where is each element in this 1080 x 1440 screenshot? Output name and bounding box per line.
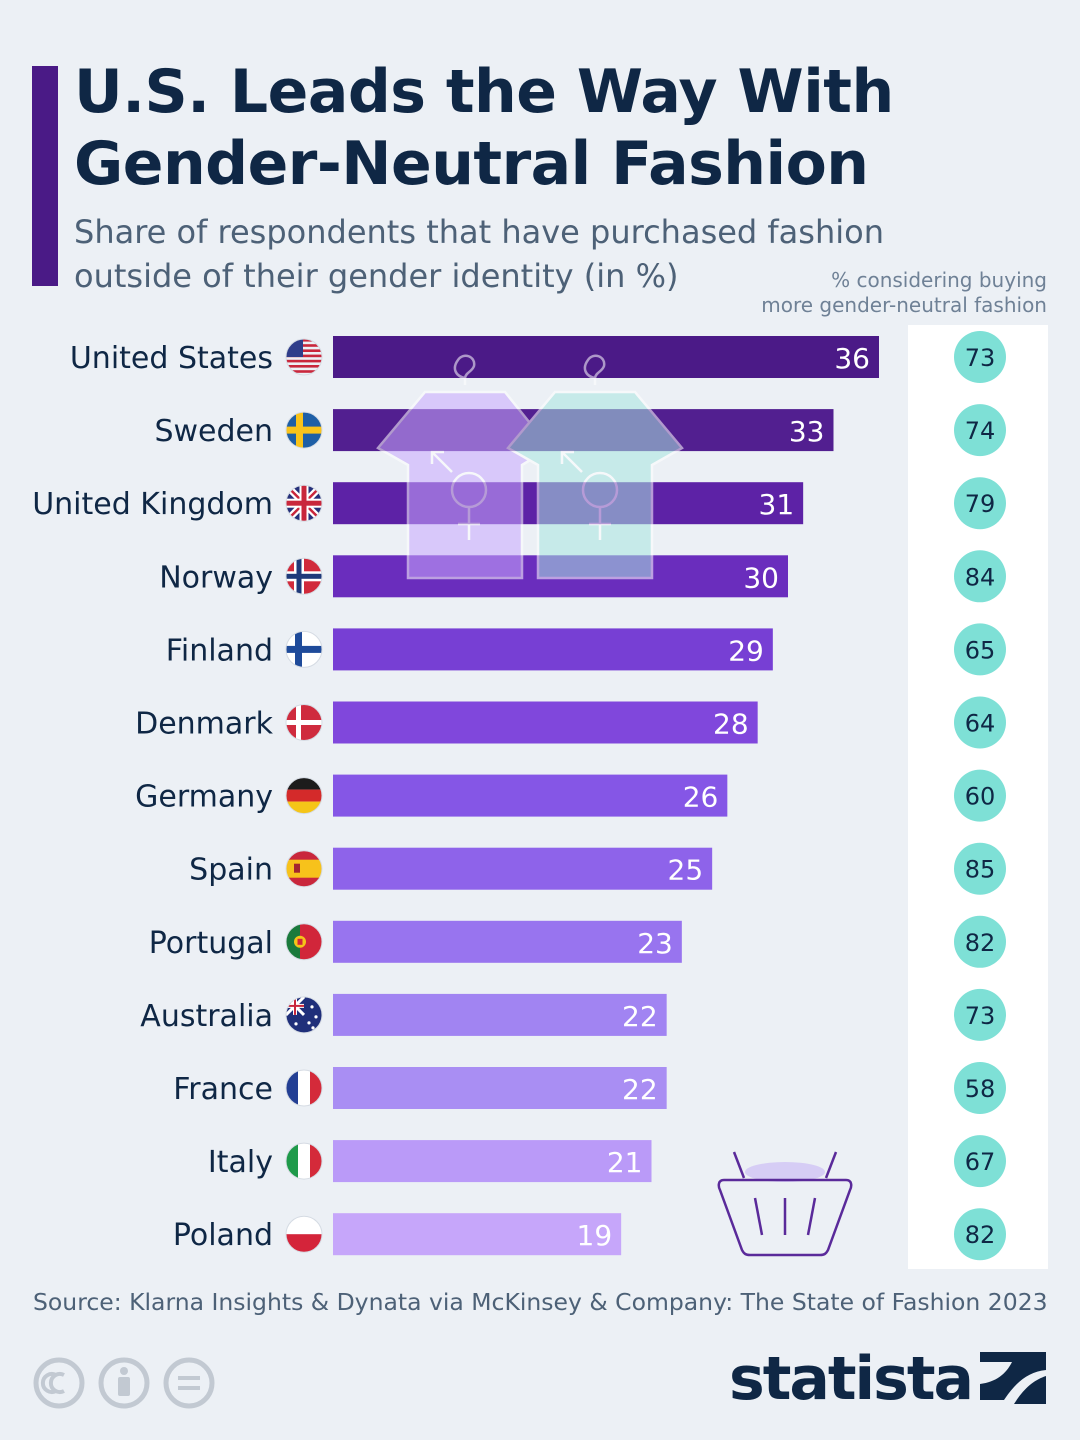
- shopping-basket-icon: [717, 1151, 853, 1257]
- statista-logo-icon[interactable]: [978, 1348, 1048, 1408]
- side-value-label: 85: [965, 856, 996, 884]
- bar-value-label: 30: [743, 561, 779, 594]
- category-label: France: [173, 1072, 273, 1107]
- side-value-bubble: [954, 477, 1006, 530]
- t-shirts-illustration: [376, 354, 684, 580]
- bar-value-label: 31: [759, 488, 795, 521]
- side-value-label: 74: [965, 417, 996, 445]
- flag-de-icon: [285, 777, 323, 815]
- flag-it-icon: [285, 1142, 323, 1180]
- chart-title-line-1: U.S. Leads the Way With: [74, 57, 894, 127]
- flag-us-icon: [285, 338, 323, 376]
- bar: [333, 993, 667, 1036]
- creative-commons-icon[interactable]: [33, 1357, 85, 1409]
- category-label: Denmark: [135, 707, 274, 742]
- side-value-label: 58: [965, 1075, 996, 1103]
- bar-value-label: 22: [622, 1073, 658, 1106]
- bar: [333, 701, 758, 744]
- statista-logo-text[interactable]: statista: [728, 1344, 974, 1414]
- side-value-bubble: [954, 331, 1006, 383]
- side-value-label: 65: [965, 636, 996, 664]
- bar: [333, 628, 773, 671]
- no-derivatives-icon[interactable]: [163, 1357, 215, 1409]
- category-label: Poland: [173, 1218, 273, 1253]
- category-label: Sweden: [154, 414, 273, 449]
- flag-dk-icon: [285, 704, 323, 741]
- category-label: Norway: [159, 560, 273, 595]
- side-value-bubble: [954, 404, 1006, 457]
- bar-value-label: 26: [683, 781, 719, 814]
- bar-value-label: 22: [622, 1000, 658, 1033]
- side-value-bubble: [954, 696, 1006, 749]
- bar: [333, 336, 879, 378]
- flag-se-icon: [285, 411, 323, 449]
- side-value-bubble: [954, 1208, 1006, 1261]
- side-value-label: 82: [965, 929, 996, 957]
- flag-no-icon: [285, 557, 323, 595]
- chart-subtitle-line-1: Share of respondents that have purchased…: [74, 213, 884, 251]
- bar: [333, 920, 682, 963]
- bar-value-label: 29: [728, 634, 764, 667]
- side-column-header-line-1: % considering buying: [831, 268, 1047, 292]
- bar-value-label: 21: [607, 1146, 643, 1179]
- bar-value-label: 19: [577, 1219, 613, 1252]
- bar-value-label: 23: [637, 927, 673, 960]
- side-value-label: 64: [965, 710, 996, 738]
- bar: [333, 1140, 652, 1183]
- side-value-bubble: [954, 550, 1006, 603]
- chart-subtitle-line-2: outside of their gender identity (in %): [74, 257, 679, 295]
- side-column-header-line-2: more gender-neutral fashion: [761, 293, 1047, 317]
- category-label: United Kingdom: [32, 487, 273, 522]
- category-label: Germany: [135, 780, 273, 815]
- side-value-label: 60: [965, 783, 996, 811]
- side-value-bubble: [954, 1062, 1006, 1114]
- side-value-label: 67: [965, 1148, 996, 1176]
- bar-value-label: 33: [789, 415, 825, 448]
- category-label: Portugal: [149, 926, 273, 961]
- side-value-bubble: [954, 915, 1006, 968]
- bar: [333, 774, 728, 817]
- category-label: Italy: [208, 1145, 273, 1180]
- bar: [333, 1067, 667, 1109]
- side-value-label: 73: [965, 344, 996, 372]
- side-value-bubble: [954, 988, 1006, 1041]
- attribution-icon[interactable]: [98, 1357, 150, 1409]
- flag-fr-icon: [285, 1069, 323, 1107]
- side-column-header: % considering buying more gender-neutral…: [627, 268, 1047, 318]
- license-icons: [33, 1357, 215, 1409]
- bar: [333, 847, 713, 890]
- side-value-bubble: [954, 1135, 1006, 1188]
- chart-title-line-2: Gender-Neutral Fashion: [74, 129, 869, 199]
- bar-value-label: 36: [834, 342, 870, 375]
- category-label: United States: [70, 341, 273, 376]
- side-value-label: 79: [965, 490, 996, 518]
- category-label: Australia: [140, 999, 273, 1034]
- bar: [333, 1213, 622, 1256]
- flag-es-icon: [285, 850, 323, 888]
- flag-pt-icon: [285, 923, 323, 961]
- flag-fi-icon: [285, 630, 323, 668]
- side-value-label: 82: [965, 1221, 996, 1249]
- bar-value-label: 28: [713, 708, 749, 741]
- side-value-bubble: [954, 842, 1006, 895]
- flag-uk-icon: [285, 484, 323, 522]
- chart-title: U.S. Leads the Way With Gender-Neutral F…: [74, 56, 1034, 200]
- side-value-bubble: [954, 623, 1006, 676]
- flag-au-icon: [285, 996, 323, 1034]
- side-value-label: 73: [965, 1002, 996, 1030]
- flag-pl-icon: [285, 1215, 323, 1253]
- category-label: Finland: [166, 633, 273, 668]
- bar-value-label: 25: [668, 854, 704, 887]
- source-note: Source: Klarna Insights & Dynata via McK…: [33, 1288, 1048, 1316]
- side-value-bubble: [954, 769, 1006, 822]
- side-value-label: 84: [965, 563, 996, 591]
- category-label: Spain: [189, 853, 273, 888]
- title-accent-bar: [32, 66, 58, 286]
- chart-subtitle: Share of respondents that have purchased…: [74, 210, 974, 298]
